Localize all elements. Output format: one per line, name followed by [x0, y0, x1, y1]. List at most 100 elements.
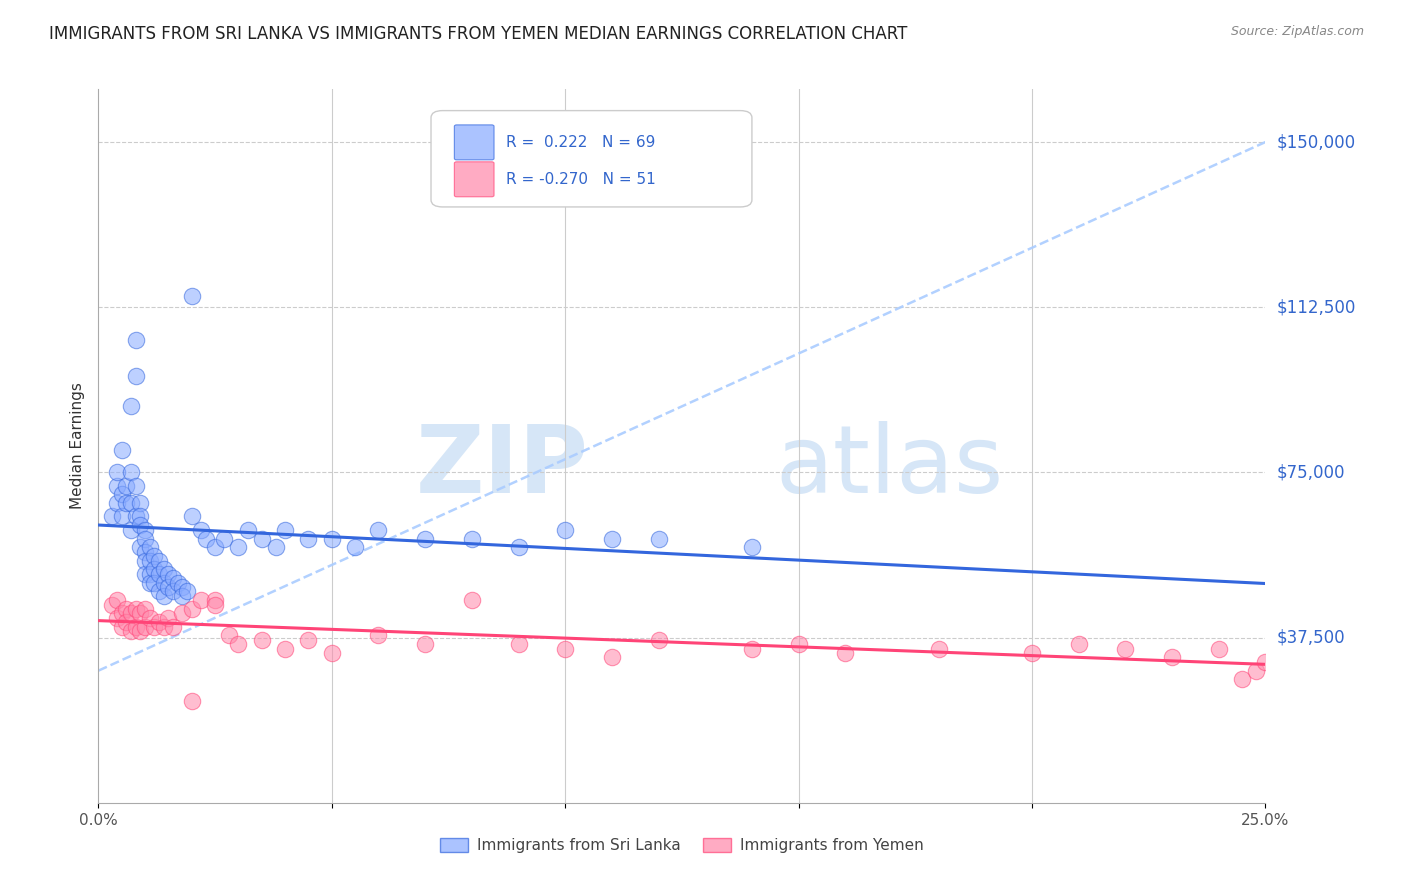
Point: [152, 589, 174, 603]
Point: [143, 619, 166, 633]
Point: [139, 575, 162, 590]
Point: [1244, 664, 1267, 678]
Point: [134, 545, 156, 559]
Point: [157, 611, 180, 625]
Point: [180, 289, 202, 303]
Point: [152, 619, 174, 633]
Point: [204, 598, 226, 612]
Point: [120, 624, 142, 638]
Point: [228, 541, 250, 555]
Point: [1114, 641, 1136, 656]
Point: [111, 607, 134, 621]
Point: [105, 478, 128, 492]
Text: atlas: atlas: [775, 421, 1004, 514]
Point: [134, 553, 156, 567]
Text: $150,000: $150,000: [1277, 133, 1355, 151]
Point: [134, 532, 156, 546]
Point: [1230, 673, 1253, 687]
Point: [157, 580, 180, 594]
Point: [787, 637, 810, 651]
Point: [139, 611, 162, 625]
Point: [125, 619, 148, 633]
Point: [148, 553, 170, 567]
Point: [1161, 650, 1184, 665]
FancyBboxPatch shape: [432, 111, 752, 207]
Point: [134, 602, 156, 616]
Point: [148, 566, 170, 581]
Text: ZIP: ZIP: [416, 421, 589, 514]
Point: [115, 602, 138, 616]
Point: [134, 523, 156, 537]
Point: [204, 541, 226, 555]
Text: $37,500: $37,500: [1277, 629, 1346, 647]
Point: [367, 523, 389, 537]
Point: [111, 509, 134, 524]
Point: [264, 541, 287, 555]
Point: [129, 624, 152, 638]
Point: [120, 400, 142, 414]
FancyBboxPatch shape: [454, 161, 494, 197]
Point: [111, 443, 134, 458]
Point: [152, 562, 174, 576]
Point: [125, 368, 148, 383]
Point: [508, 541, 530, 555]
Point: [129, 496, 152, 510]
Text: R =  0.222   N = 69: R = 0.222 N = 69: [506, 135, 655, 150]
Point: [190, 523, 212, 537]
Point: [120, 607, 142, 621]
Point: [834, 646, 856, 660]
Point: [139, 541, 162, 555]
Point: [115, 615, 138, 630]
Point: [143, 549, 166, 563]
Point: [274, 523, 297, 537]
Point: [148, 615, 170, 630]
Point: [125, 478, 148, 492]
Point: [166, 575, 188, 590]
Point: [172, 589, 194, 603]
Point: [115, 478, 138, 492]
Point: [120, 496, 142, 510]
Point: [105, 611, 128, 625]
Text: $112,500: $112,500: [1277, 298, 1355, 317]
Y-axis label: Median Earnings: Median Earnings: [69, 383, 84, 509]
Point: [125, 333, 148, 347]
Point: [274, 641, 297, 656]
Point: [162, 571, 184, 585]
Point: [600, 650, 623, 665]
Point: [143, 562, 166, 576]
Point: [129, 518, 152, 533]
Point: [250, 632, 273, 647]
Text: Source: ZipAtlas.com: Source: ZipAtlas.com: [1230, 25, 1364, 38]
Point: [162, 584, 184, 599]
Text: IMMIGRANTS FROM SRI LANKA VS IMMIGRANTS FROM YEMEN MEDIAN EARNINGS CORRELATION C: IMMIGRANTS FROM SRI LANKA VS IMMIGRANTS …: [49, 25, 908, 43]
Point: [218, 628, 240, 642]
Point: [461, 532, 484, 546]
Point: [741, 541, 763, 555]
Point: [125, 602, 148, 616]
Point: [228, 637, 250, 651]
FancyBboxPatch shape: [454, 125, 494, 160]
Point: [928, 641, 950, 656]
Point: [148, 584, 170, 599]
Point: [176, 584, 198, 599]
Point: [125, 509, 148, 524]
Point: [1254, 655, 1277, 669]
Point: [554, 641, 576, 656]
Point: [143, 575, 166, 590]
Point: [344, 541, 367, 555]
Point: [101, 598, 124, 612]
Point: [647, 632, 669, 647]
Point: [1067, 637, 1090, 651]
Point: [554, 523, 576, 537]
Point: [111, 619, 134, 633]
Point: [250, 532, 273, 546]
Point: [115, 496, 138, 510]
Point: [180, 602, 202, 616]
Point: [190, 593, 212, 607]
Text: $75,000: $75,000: [1277, 464, 1346, 482]
Point: [129, 541, 152, 555]
Point: [741, 641, 763, 656]
Point: [101, 509, 124, 524]
Point: [297, 632, 319, 647]
Point: [139, 566, 162, 581]
